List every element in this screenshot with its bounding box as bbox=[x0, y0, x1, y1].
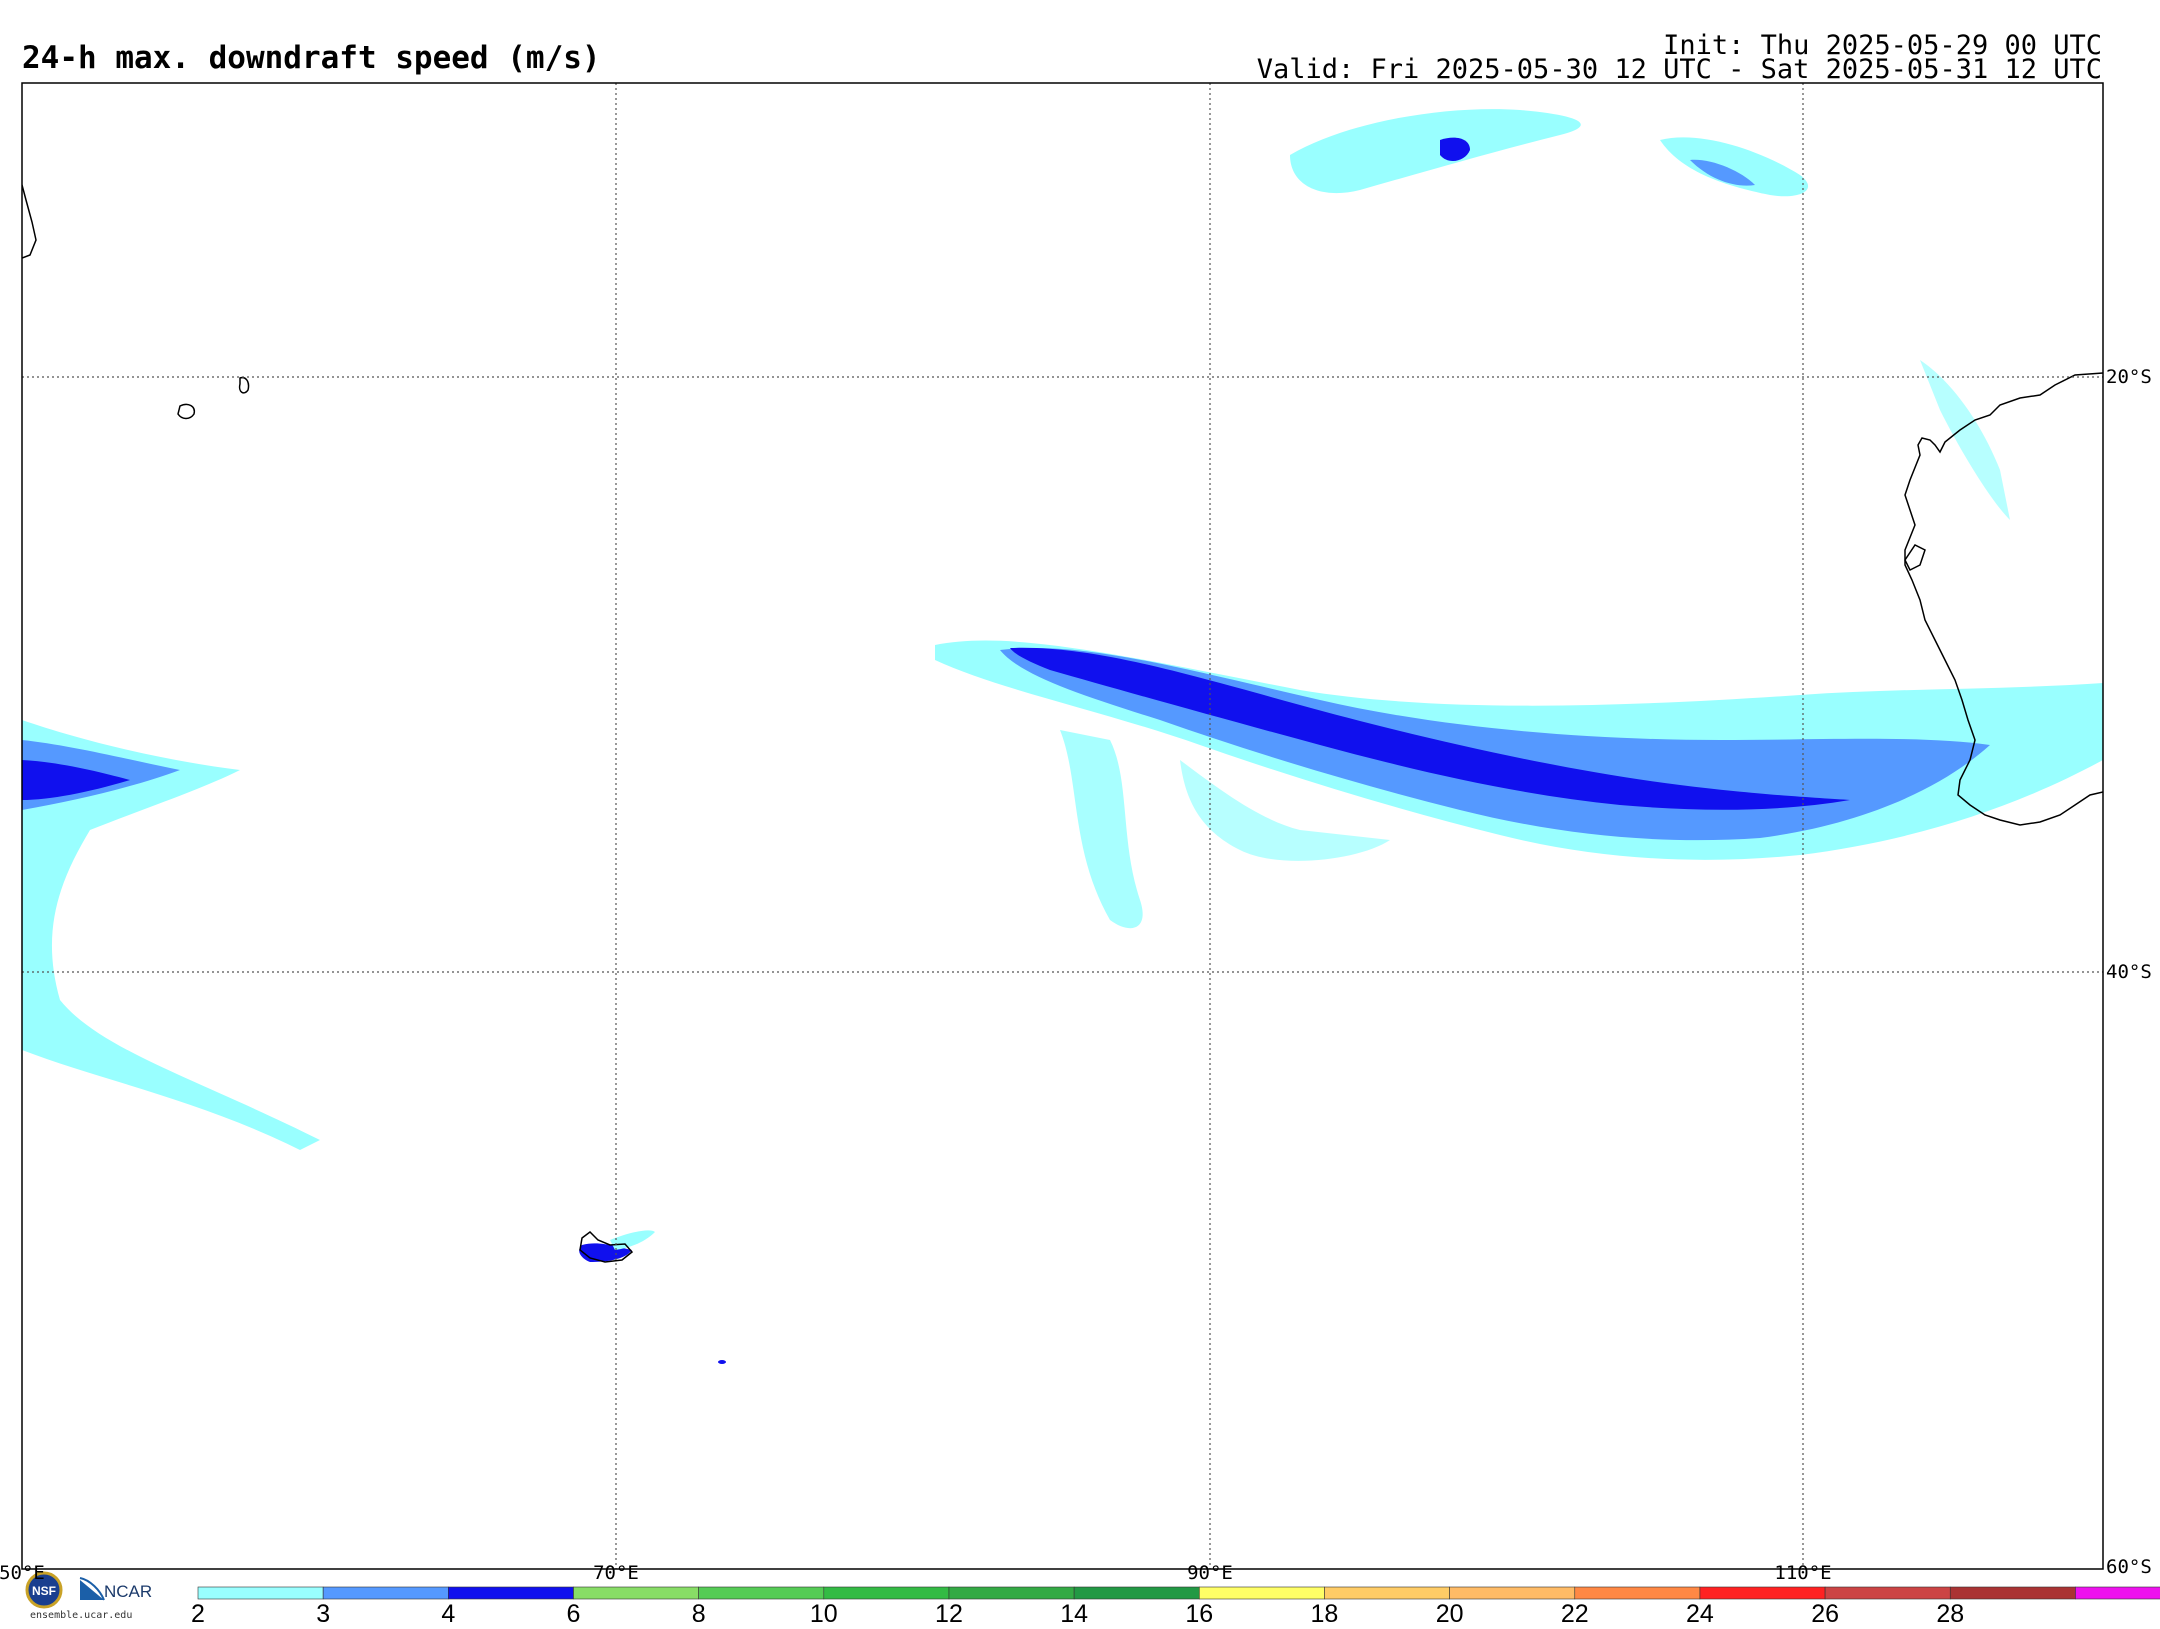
colorbar-tick-label: 28 bbox=[1936, 1600, 1965, 1628]
colorbar-swatch bbox=[2075, 1586, 2160, 1600]
colorbar-swatch bbox=[1449, 1586, 1576, 1600]
valid-time: Valid: Fri 2025-05-30 12 UTC - Sat 2025-… bbox=[1256, 54, 2102, 85]
coast-shark-bay bbox=[1904, 544, 1926, 572]
ncar-logo bbox=[79, 1577, 105, 1601]
downdraft-coast-streak bbox=[1920, 360, 2010, 520]
colorbar-tick-label: 4 bbox=[441, 1600, 456, 1628]
colorbar-swatch bbox=[948, 1586, 1075, 1600]
colorbar-swatch bbox=[1824, 1586, 1951, 1600]
colorbar-tick-label: 2 bbox=[191, 1600, 205, 1628]
colorbar-swatch bbox=[1198, 1586, 1325, 1600]
colorbar-tick-label: 8 bbox=[691, 1600, 706, 1628]
colorbar bbox=[197, 1586, 2160, 1600]
nsf-logo: NSF bbox=[25, 1571, 63, 1609]
coastlines bbox=[22, 184, 2103, 1263]
lon-label-90e: 90°E bbox=[1187, 1562, 1233, 1584]
colorbar-swatch bbox=[1699, 1586, 1826, 1600]
lon-label-70e: 70°E bbox=[593, 1562, 639, 1584]
downdraft-band-dark bbox=[1010, 647, 1850, 810]
colorbar-swatch bbox=[1949, 1586, 2076, 1600]
init-time: Init: Thu 2025-05-29 00 UTC bbox=[1663, 30, 2102, 61]
downdraft-plume-light bbox=[1060, 730, 1143, 929]
coast-madagascar bbox=[22, 184, 37, 259]
colorbar-swatch bbox=[573, 1586, 699, 1600]
colorbar-swatch bbox=[322, 1586, 449, 1600]
colorbar-tick-label: 6 bbox=[566, 1600, 581, 1628]
downdraft-streaks-south bbox=[1180, 760, 1390, 861]
colorbar-swatch bbox=[197, 1586, 324, 1600]
colorbar-swatch bbox=[448, 1586, 574, 1600]
downdraft-cluster-ne-dark bbox=[1690, 159, 1755, 186]
downdraft-west-light bbox=[22, 720, 320, 1150]
colorbar-tick-label: 18 bbox=[1310, 1600, 1339, 1628]
downdraft-heard bbox=[718, 1360, 726, 1364]
lat-label-20s: 20°S bbox=[2106, 366, 2152, 388]
colorbar-tick-label: 16 bbox=[1185, 1600, 1214, 1628]
ncar-logo-text: NCAR bbox=[104, 1582, 153, 1601]
ensemble-url: ensemble.ucar.edu bbox=[30, 1610, 133, 1621]
colorbar-swatch bbox=[1574, 1586, 1701, 1600]
colorbar-tick-label: 14 bbox=[1060, 1600, 1089, 1628]
downdraft-cluster-north bbox=[1290, 109, 1581, 194]
lon-label-50e: 50°E bbox=[0, 1562, 45, 1584]
downdraft-kerguelen-light bbox=[610, 1230, 655, 1250]
lon-label-110e: 110°E bbox=[1774, 1562, 1832, 1584]
logo-block: NCAR ensemble.ucar.edu bbox=[26, 1568, 156, 1626]
colorbar-tick-label: 24 bbox=[1686, 1600, 1714, 1628]
downdraft-cluster-ne bbox=[1660, 137, 1809, 197]
colorbar-tick-label: 20 bbox=[1435, 1600, 1464, 1628]
gridlines bbox=[22, 83, 2103, 1569]
colorbar-swatch bbox=[1324, 1586, 1450, 1600]
map-frame bbox=[21, 82, 2104, 1570]
colorbar-tick-label: 3 bbox=[316, 1600, 331, 1628]
lat-label-60s: 60°S bbox=[2106, 1556, 2152, 1578]
colorbar-tick-label: 22 bbox=[1560, 1600, 1589, 1628]
downdraft-cluster-north-dark bbox=[1440, 137, 1470, 162]
colorbar-tick-label: 26 bbox=[1811, 1600, 1839, 1628]
lat-label-40s: 40°S bbox=[2106, 961, 2152, 983]
nsf-logo-text: NSF bbox=[32, 1584, 56, 1598]
colorbar-tick-label: 12 bbox=[935, 1600, 963, 1628]
coast-kerguelen bbox=[579, 1231, 634, 1263]
colorbar-swatch bbox=[823, 1586, 950, 1600]
downdraft-west-dark bbox=[22, 760, 130, 800]
coast-australia bbox=[1904, 372, 2103, 826]
colorbar-swatch bbox=[1073, 1586, 1200, 1600]
map-title: 24-h max. downdraft speed (m/s) bbox=[22, 40, 601, 76]
coast-mauritius bbox=[238, 376, 250, 394]
colorbar-tick-label: 10 bbox=[809, 1600, 838, 1628]
coast-reunion bbox=[177, 403, 196, 420]
colorbar-swatch bbox=[698, 1586, 825, 1600]
field-layer bbox=[22, 109, 2103, 1364]
